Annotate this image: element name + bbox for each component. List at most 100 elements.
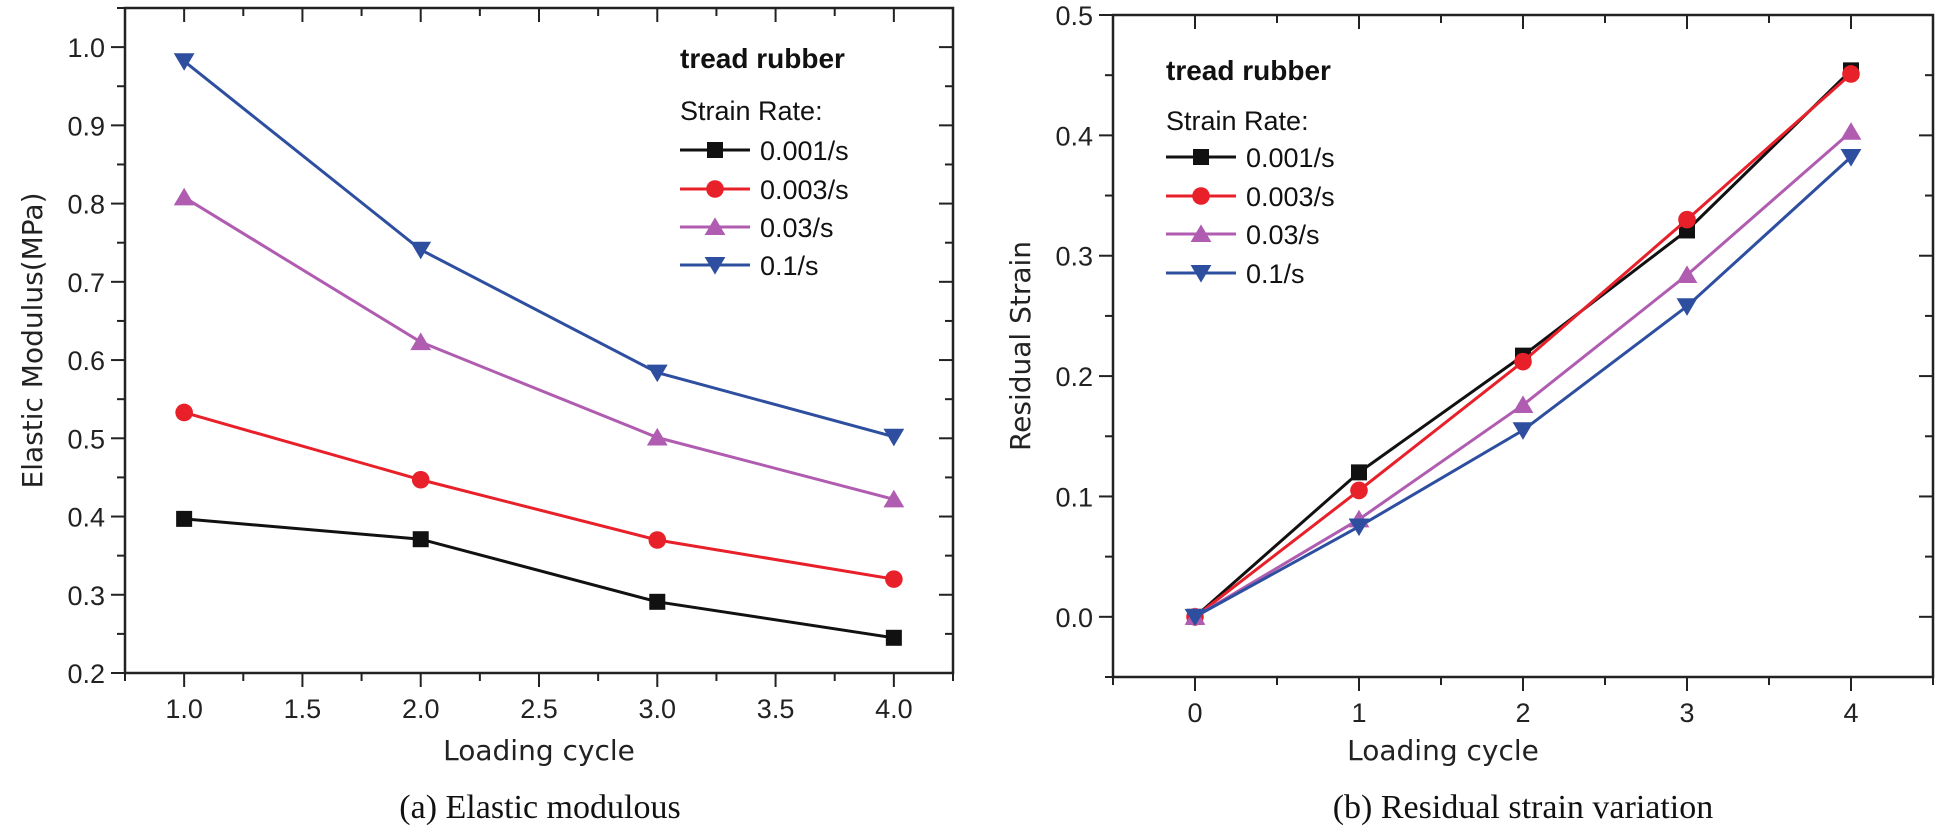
y-tick-label: 0.4: [1055, 121, 1093, 151]
y-tick-label: 0.5: [67, 424, 105, 454]
y-tick-label: 0.2: [1055, 362, 1093, 392]
y-tick-label: 0.8: [67, 190, 105, 220]
y-tick-label: 0.9: [67, 111, 105, 141]
y-tick-label: 0.3: [67, 581, 105, 611]
marker-triangle-down: [704, 257, 726, 275]
y-tick-label: 1.0: [67, 33, 105, 63]
x-axis-label: Loading cycle: [1347, 734, 1539, 767]
legend-label: 0.003/s: [760, 175, 849, 205]
marker-triangle-down: [1190, 265, 1212, 283]
x-tick-label: 2: [1515, 698, 1530, 728]
y-axis-label: Residual Strain: [1004, 241, 1037, 451]
marker-circle: [175, 403, 193, 422]
x-tick-label: 3.0: [639, 694, 677, 724]
marker-triangle-down: [410, 241, 432, 260]
legend-label: 0.001/s: [1246, 143, 1335, 173]
marker-circle: [411, 470, 430, 489]
marker-triangle-up: [1676, 265, 1698, 283]
marker-square: [707, 142, 723, 158]
y-tick-label: 0.1: [1055, 482, 1093, 512]
series-0.1/s: [173, 53, 905, 447]
series-line: [183, 60, 895, 439]
legend-label: 0.1/s: [760, 251, 819, 281]
marker-circle: [648, 531, 667, 549]
marker-triangle-down: [883, 428, 905, 447]
marker-square: [1193, 149, 1209, 165]
marker-square: [1351, 464, 1367, 481]
marker-circle: [1350, 481, 1368, 500]
marker-triangle-down: [1184, 608, 1206, 627]
legend-label: 0.003/s: [1246, 182, 1335, 212]
legend-item: 0.03/s: [1166, 220, 1320, 250]
x-tick-label: 0: [1187, 698, 1202, 728]
marker-triangle-down: [1840, 149, 1862, 167]
legend-label: 0.1/s: [1246, 259, 1305, 289]
panel-residual-strain: 0 1 2 3 4 0.0 0.1 0.2 0.3 0.4 0.5 Loading cycle Resi…: [1004, 1, 1935, 826]
y-tick-label: 0.6: [67, 346, 105, 376]
y-tick-label: 0.3: [1055, 242, 1093, 272]
legend-title: tread rubber: [680, 43, 845, 74]
legend-title: tread rubber: [1166, 55, 1331, 86]
y-tick-label: 0.7: [67, 268, 105, 298]
y-tick-label: 0.4: [67, 503, 105, 533]
legend-label: 0.03/s: [1246, 220, 1320, 250]
marker-square: [649, 593, 666, 610]
y-tick-label: 0.5: [1055, 1, 1093, 31]
figure-caption: (a) Elastic modulous: [399, 789, 680, 826]
legend-item: 0.001/s: [680, 136, 849, 166]
legend-label: 0.001/s: [760, 136, 849, 166]
series-0.03/s: [173, 187, 905, 508]
panel-elastic-modulus: 1.0 1.5 2.0 2.5 3.0 3.5 4.0 0.2 0.3 0.4 0.5 0.6 0.7 0…: [16, 6, 955, 826]
marker-circle: [885, 570, 903, 588]
x-tick-label: 1: [1351, 698, 1366, 728]
marker-circle: [1514, 352, 1532, 371]
x-tick-label: 4: [1843, 698, 1858, 728]
series-line: [184, 517, 895, 640]
series-line: [183, 411, 895, 581]
figure-caption: (b) Residual strain variation: [1333, 789, 1714, 826]
marker-triangle-up: [1840, 122, 1862, 140]
marker-triangle-up: [646, 427, 668, 446]
plot-frame: [123, 6, 955, 675]
y-tick-label: 0.0: [1055, 603, 1093, 633]
marker-triangle-down: [646, 364, 668, 383]
marker-triangle-up: [410, 332, 432, 351]
x-tick-label: 4.0: [875, 694, 913, 724]
x-tick-label: 1.5: [284, 694, 322, 724]
legend-item: 0.003/s: [680, 175, 849, 205]
legend-subtitle: Strain Rate:: [1166, 106, 1309, 136]
marker-square: [176, 510, 193, 527]
marker-triangle-down: [173, 53, 195, 71]
marker-triangle-up: [1190, 224, 1212, 242]
marker-triangle-up: [704, 217, 726, 235]
y-axis-label: Elastic Modulus(MPa): [16, 193, 49, 489]
legend-item: 0.003/s: [1166, 182, 1335, 212]
marker-triangle-up: [883, 489, 905, 508]
x-tick-label: 2.5: [520, 694, 558, 724]
x-tick-label: 2.0: [402, 694, 440, 724]
legend-label: 0.03/s: [760, 213, 834, 243]
legend-item: 0.03/s: [680, 213, 834, 243]
series-0.003/s: [175, 403, 903, 588]
legend-item: 0.1/s: [680, 251, 819, 281]
marker-circle: [706, 180, 724, 198]
legend-subtitle: Strain Rate:: [680, 96, 823, 126]
series-line: [183, 196, 895, 501]
marker-circle: [1192, 187, 1210, 205]
marker-triangle-up: [1512, 395, 1534, 413]
marker-circle: [1842, 65, 1860, 83]
marker-square: [885, 629, 902, 646]
x-tick-label: 3.5: [757, 694, 795, 724]
marker-square: [412, 531, 429, 548]
series-0.001/s: [176, 510, 902, 646]
marker-triangle-down: [1676, 298, 1698, 316]
legend-item: 0.001/s: [1166, 143, 1335, 173]
marker-triangle-down: [1512, 422, 1534, 440]
x-tick-label: 1.0: [165, 694, 203, 724]
x-axis-label: Loading cycle: [443, 734, 635, 767]
marker-triangle-up: [173, 187, 195, 206]
legend-item: 0.1/s: [1166, 259, 1305, 289]
x-tick-label: 3: [1679, 698, 1694, 728]
y-tick-label: 0.2: [67, 659, 105, 689]
